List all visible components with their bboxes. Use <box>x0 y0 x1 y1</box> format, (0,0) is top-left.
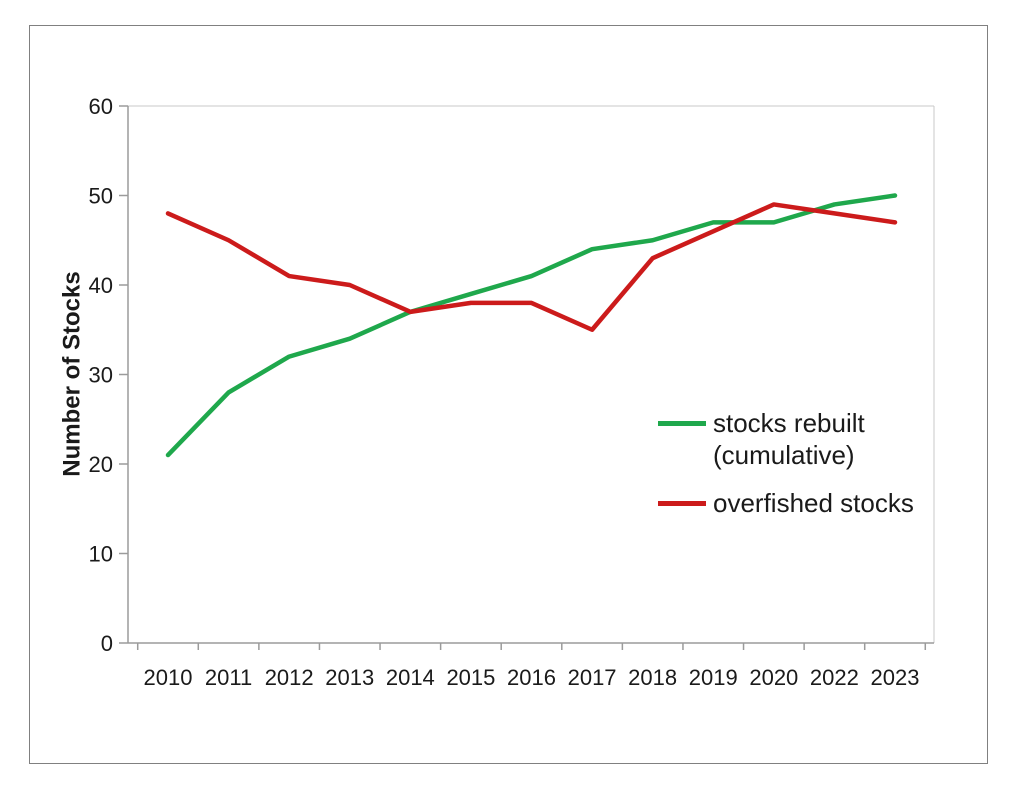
y-tick-label: 40 <box>89 273 113 298</box>
y-tick-label: 30 <box>89 363 113 388</box>
x-tick-label: 2019 <box>689 665 738 690</box>
x-tick-label: 2015 <box>446 665 495 690</box>
overfished-line <box>165 202 898 332</box>
x-tick-label: 2012 <box>265 665 314 690</box>
x-tick-label: 2018 <box>628 665 677 690</box>
x-tick-label: 2010 <box>144 665 193 690</box>
x-tick-label: 2013 <box>325 665 374 690</box>
figure-frame <box>29 25 988 764</box>
x-tick-label: 2016 <box>507 665 556 690</box>
rebuilt-line <box>165 193 898 458</box>
x-tick-label: 2017 <box>568 665 617 690</box>
legend-label-overfished: overfished stocks <box>713 488 914 518</box>
legend-item-overfished: overfished stocks <box>658 487 914 519</box>
rebuilt-line-swatch <box>658 421 706 426</box>
y-tick-label: 50 <box>89 184 113 209</box>
x-tick-label: 2023 <box>871 665 920 690</box>
legend-label-rebuilt: stocks rebuilt (cumulative) <box>713 408 865 470</box>
y-axis-title: Number of Stocks <box>58 271 86 477</box>
x-tick-label: 2020 <box>749 665 798 690</box>
x-tick-label: 2011 <box>205 665 252 690</box>
y-tick-label: 20 <box>89 452 113 477</box>
overfished-line-swatch <box>658 501 706 506</box>
y-tick-label: 10 <box>89 542 113 567</box>
x-tick-label: 2014 <box>386 665 435 690</box>
legend: stocks rebuilt (cumulative) overfished s… <box>658 407 914 519</box>
y-tick-label: 0 <box>101 631 113 656</box>
x-tick-label: 2022 <box>810 665 859 690</box>
legend-item-rebuilt: stocks rebuilt (cumulative) <box>658 407 914 471</box>
y-tick-label: 60 <box>89 94 113 119</box>
